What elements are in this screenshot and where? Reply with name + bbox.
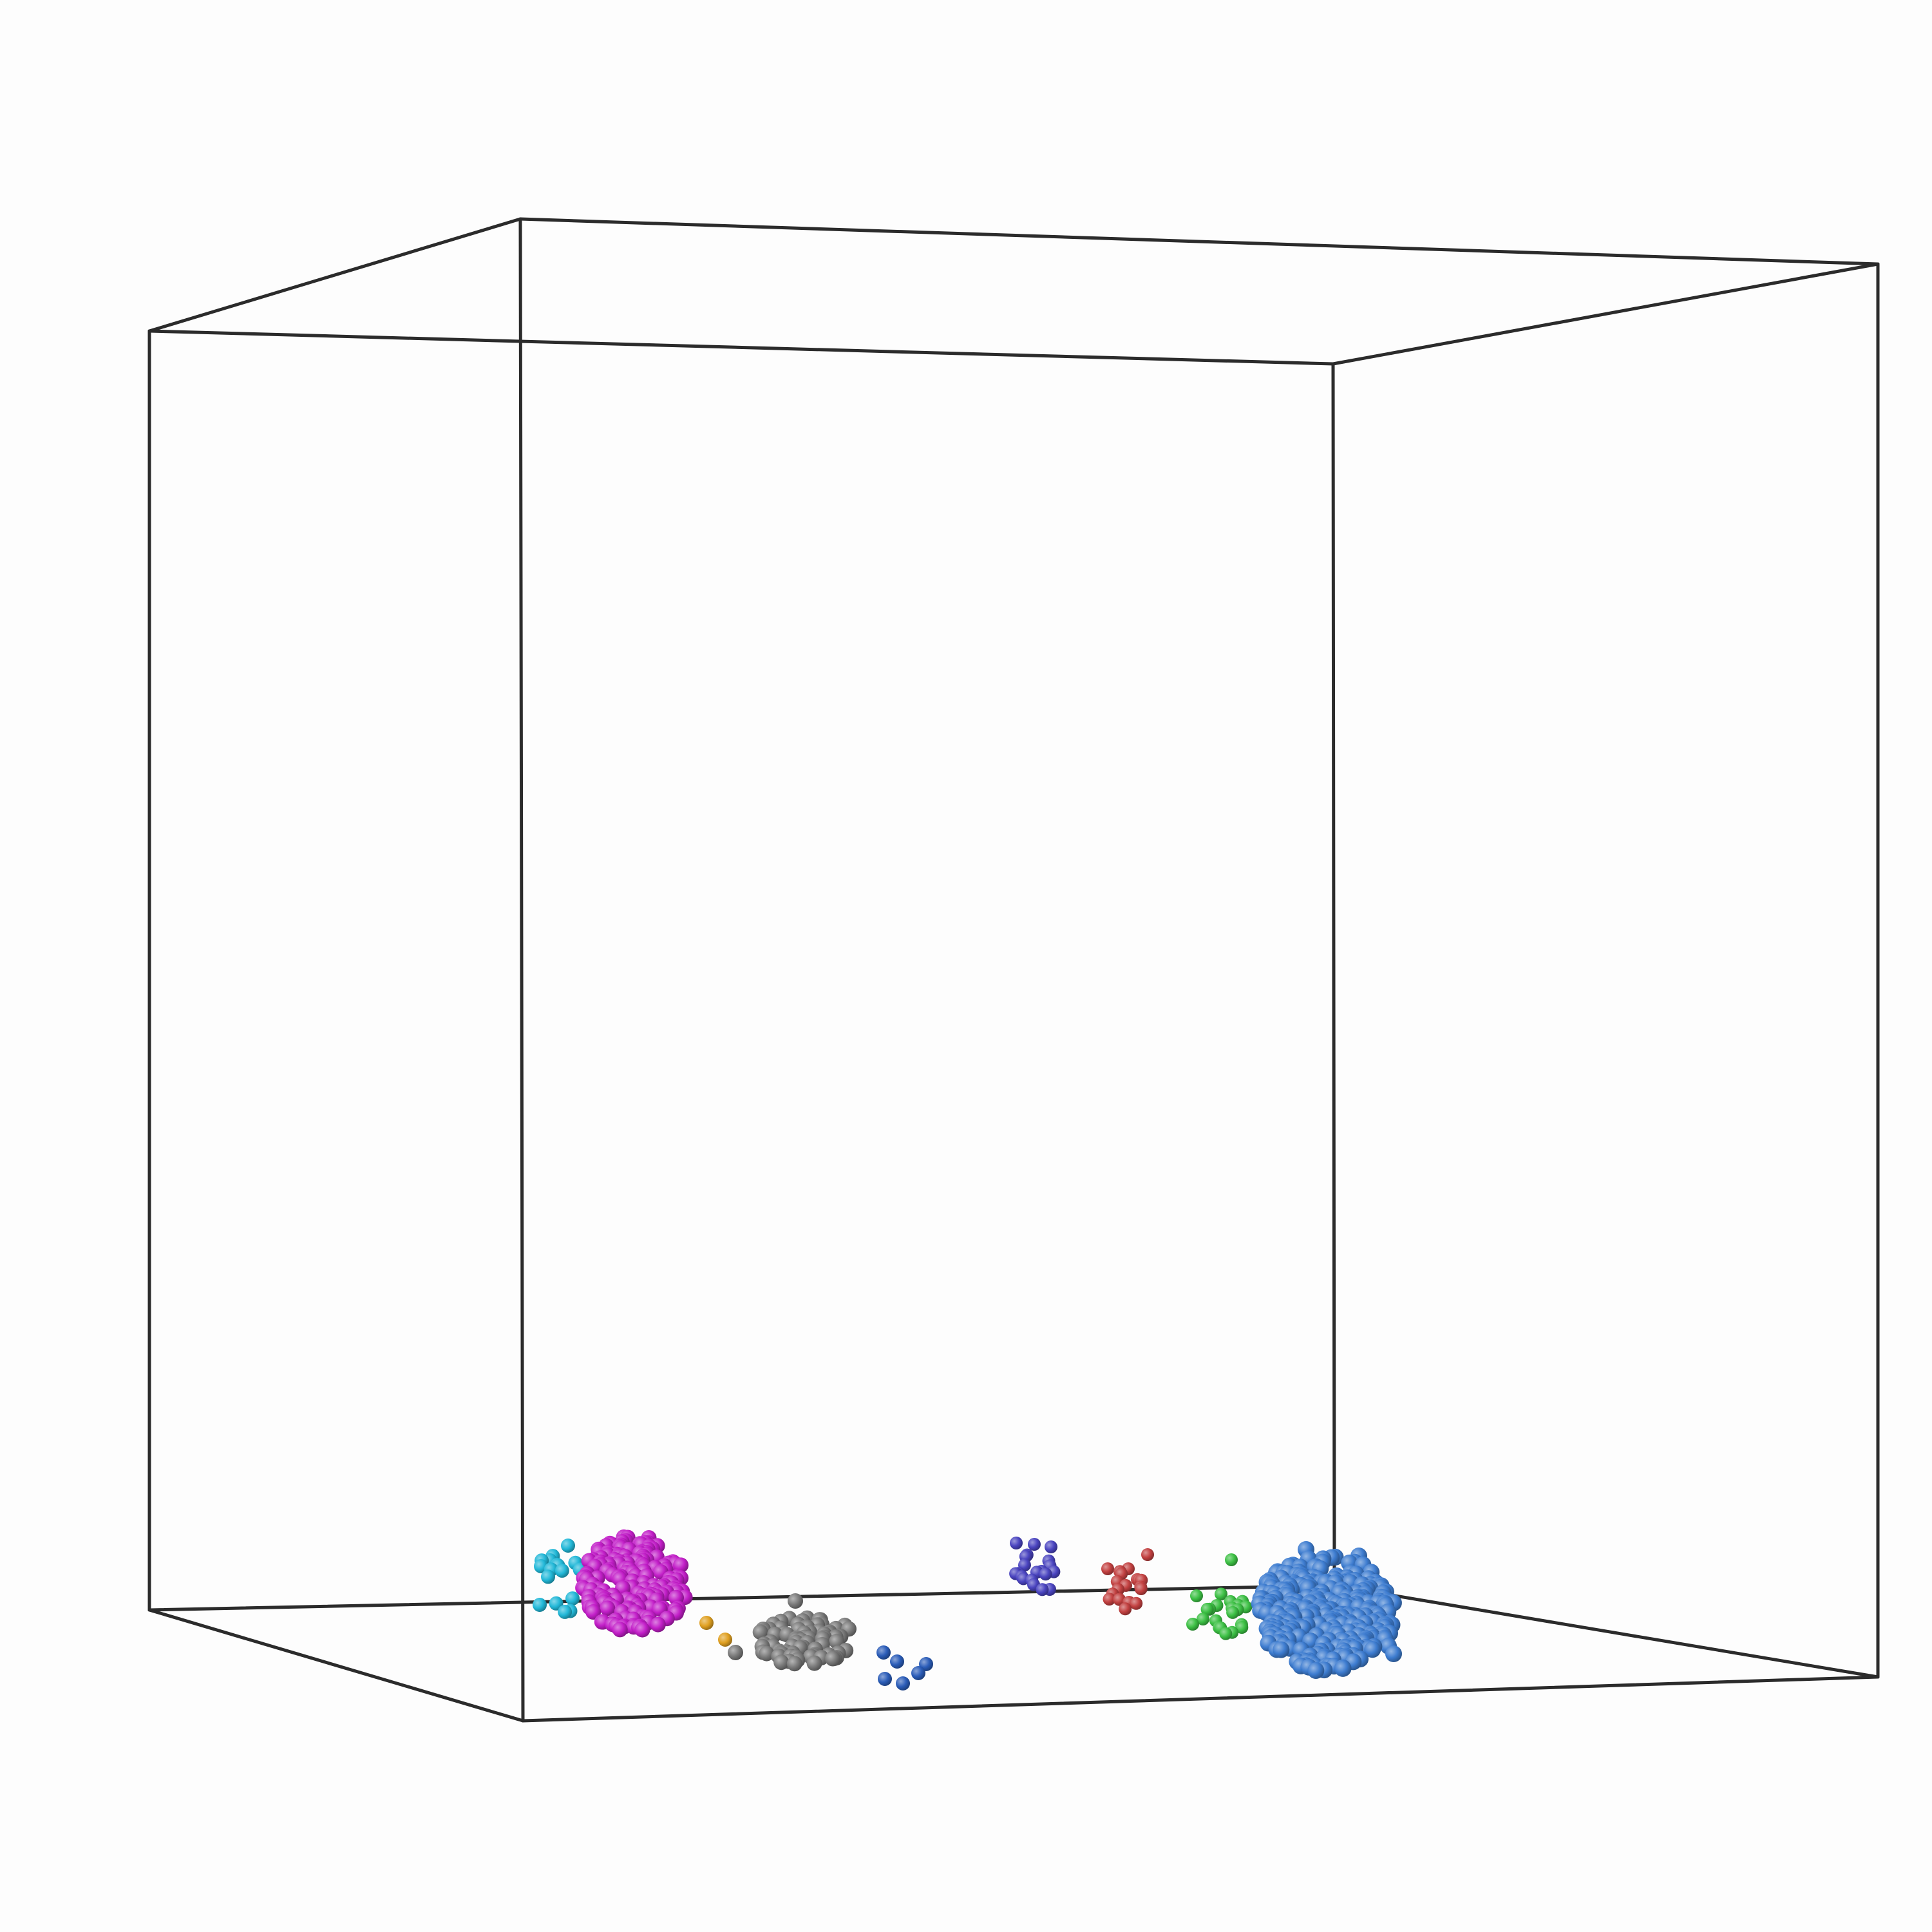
navy-cluster-point [896,1676,910,1690]
box-edge-bottom-back [147,1584,1336,1612]
box-edge-bottom-right [1332,1584,1880,1679]
box-edge-bottom-left [147,1608,525,1723]
magenta-cluster-point [650,1616,666,1633]
red-cluster-point [1130,1596,1143,1610]
indigo-cluster-point [1045,1540,1057,1553]
green-cluster-point [1226,1605,1240,1619]
cyan-cluster-point [558,1604,573,1619]
green-cluster-point [1219,1627,1233,1640]
green-cluster-point [1225,1553,1238,1566]
indigo-cluster [1009,1537,1061,1596]
indigo-cluster-point [1039,1567,1052,1581]
blue-cluster-point [1334,1660,1352,1677]
red-cluster-point [1101,1562,1114,1575]
indigo-cluster-point [1010,1537,1023,1549]
green-cluster-point [1186,1618,1199,1631]
orange-cluster-point [699,1616,714,1630]
gray-cluster [728,1593,857,1672]
blue-cluster-point [1385,1645,1402,1662]
magenta-cluster-point [634,1622,650,1638]
blue-cluster-point [1364,1641,1381,1658]
cyan-cluster-point [561,1539,575,1553]
cyan-cluster-point [533,1598,547,1612]
navy-cluster-point [878,1672,892,1686]
gray-cluster-point [786,1656,802,1672]
gray-cluster-point [752,1624,768,1640]
cyan-cluster-point [554,1563,569,1578]
gray-cluster-point [728,1645,743,1660]
green-cluster-point [1200,1602,1214,1616]
red-cluster-point [1134,1582,1148,1595]
red-cluster-point [1103,1593,1116,1606]
gray-cluster-point [788,1593,803,1609]
cyan-cluster-point [541,1569,555,1584]
red-cluster-point [1119,1602,1132,1616]
green-cluster-point [1197,1613,1209,1625]
box-edge-vert-front [1331,362,1336,1587]
green-cluster [1186,1553,1253,1640]
navy-cluster-point [911,1666,925,1680]
magenta-cluster-point [600,1600,616,1616]
navy-cluster-point [876,1645,891,1660]
navy-cluster [876,1645,933,1690]
gray-cluster-point [825,1651,840,1667]
bounding-box [147,217,1880,1723]
cyan-cluster-point [565,1591,580,1606]
gray-cluster-point [806,1655,822,1671]
red-cluster [1101,1548,1154,1616]
box-edge-top-front [147,329,1335,366]
blue-cluster [1251,1541,1402,1679]
magenta-cluster [575,1529,693,1638]
box-edge-top-left [147,217,522,333]
indigo-cluster-point [1036,1583,1049,1596]
gray-cluster-point [759,1645,775,1662]
orange-cluster [699,1616,732,1647]
box-edge-vert-back [518,217,525,1723]
box-edge-bottom-front [521,1675,1880,1723]
indigo-cluster-point [1028,1538,1041,1551]
box-edge-top-right [1331,262,1880,366]
box-edge-top-back [518,217,1880,266]
green-cluster-point [1215,1587,1227,1601]
navy-cluster-point [890,1654,904,1669]
green-cluster-point [1235,1621,1249,1634]
gray-cluster-point [773,1654,790,1671]
cyan-cluster [533,1539,587,1619]
blue-cluster-point [1273,1641,1290,1658]
cyan-cluster-point [549,1596,564,1611]
green-cluster-point [1190,1589,1203,1602]
blue-cluster-point [1307,1662,1325,1679]
red-cluster-point [1141,1548,1154,1561]
magenta-cluster-point [585,1604,601,1620]
orange-cluster-point [718,1633,732,1647]
point-clusters [533,1529,1402,1690]
magenta-cluster-point [612,1622,628,1638]
